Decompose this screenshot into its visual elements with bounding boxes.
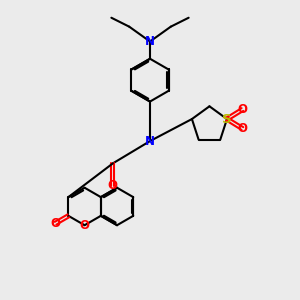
Text: O: O	[108, 179, 118, 192]
Text: N: N	[145, 135, 155, 148]
Text: N: N	[145, 35, 155, 48]
Text: O: O	[50, 217, 61, 230]
Text: S: S	[222, 112, 232, 125]
Text: O: O	[80, 219, 90, 232]
Text: O: O	[237, 103, 248, 116]
Text: O: O	[237, 122, 248, 135]
